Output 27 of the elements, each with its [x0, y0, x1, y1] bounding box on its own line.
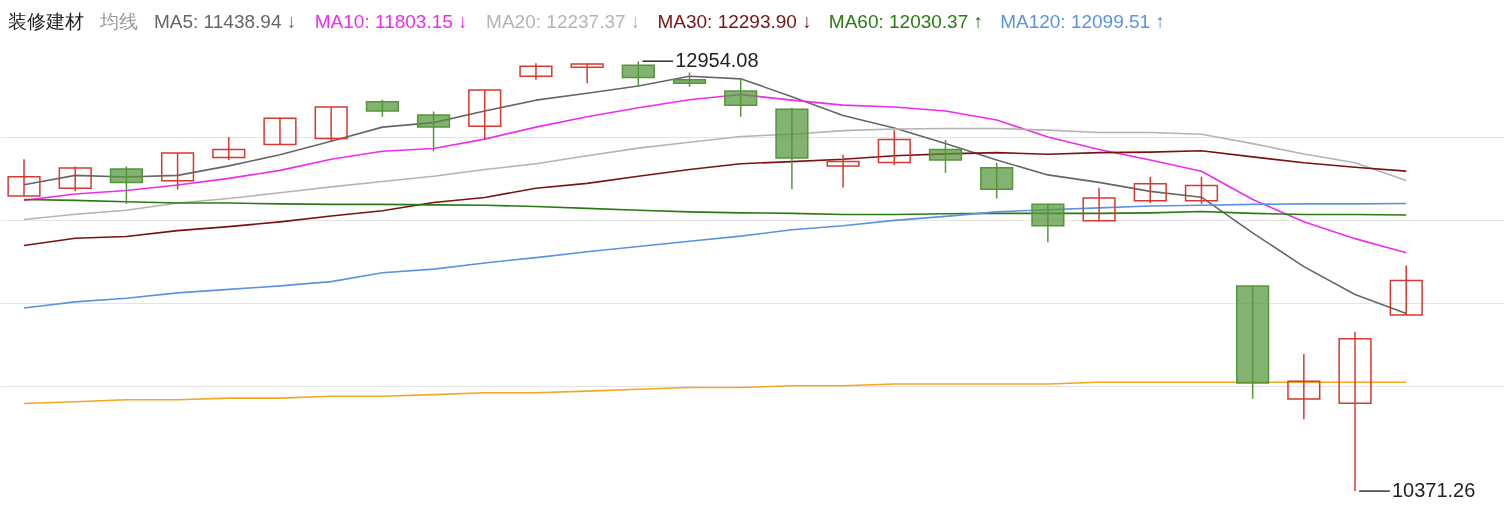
text: 均线 [99, 11, 138, 32]
candlestick [1082, 186, 1116, 222]
text: MA120: 12099.51 ↑ [1000, 11, 1165, 32]
candlestick [468, 89, 502, 141]
text: MA5: 11438.94 ↓ [154, 11, 297, 32]
candlestick [826, 154, 860, 189]
candlestick [877, 129, 911, 166]
candlestick [160, 152, 195, 191]
text: MA60: 12030.37 ↑ [828, 11, 984, 32]
candlestick [1389, 264, 1423, 316]
chart-title: 装修建材 [8, 11, 84, 32]
annotation: 10371.26 [1391, 479, 1476, 502]
annotation: 12954.08 [675, 49, 759, 72]
candlestick [1184, 175, 1219, 205]
candlestick [7, 158, 41, 197]
candlestick [519, 62, 553, 81]
candlestick [570, 62, 604, 85]
candlestick [1338, 331, 1372, 492]
text: MA10: 11803.15 ↓ [314, 11, 468, 32]
candlestick [1287, 353, 1321, 420]
candlestick [263, 116, 297, 146]
text: MA30: 12293.90 ↓ [657, 11, 812, 32]
candlestick [1133, 175, 1167, 204]
text: MA20: 12237.37 ↓ [486, 11, 641, 32]
candlestick [58, 165, 92, 193]
candlestick [314, 106, 348, 143]
candlestick [212, 136, 246, 161]
